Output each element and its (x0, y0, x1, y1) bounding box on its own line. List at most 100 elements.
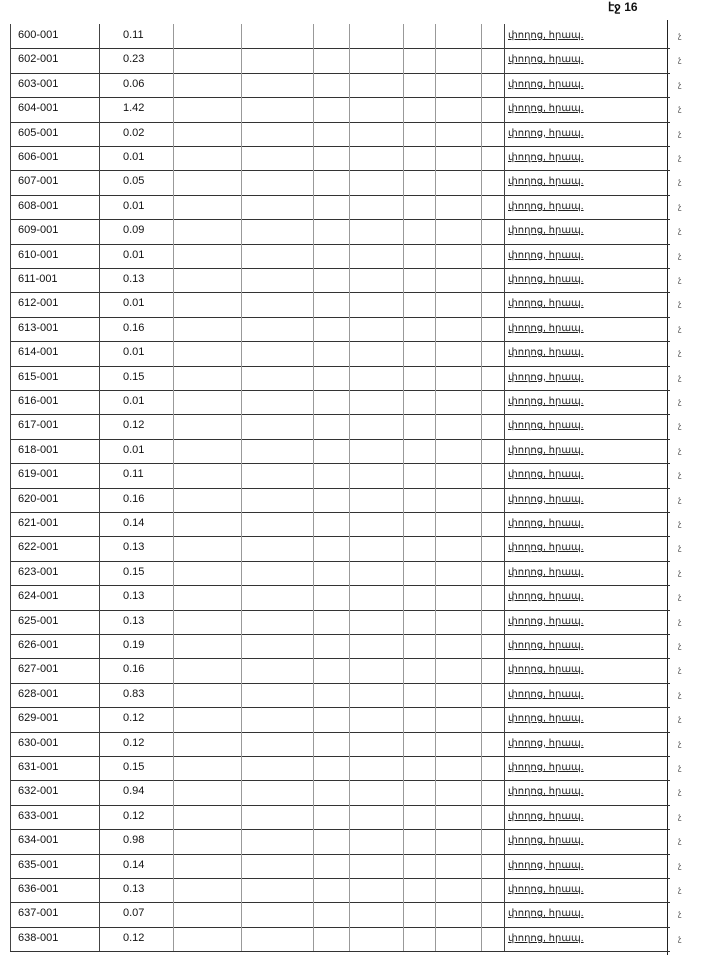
column-divider (435, 316, 436, 342)
column-divider (10, 292, 11, 317)
column-divider (349, 609, 350, 634)
cut-off-text: չ (678, 322, 682, 333)
column-divider (173, 219, 174, 244)
parcel-code: 611-001 (18, 273, 58, 285)
column-divider (504, 658, 505, 683)
column-divider (435, 463, 436, 488)
column-divider (99, 560, 100, 586)
area-value: 0.12 (123, 736, 145, 749)
land-type: փողոց, հրապ. (508, 371, 584, 383)
column-divider (99, 658, 100, 683)
column-divider (313, 219, 314, 244)
column-divider (349, 926, 350, 952)
table-row: 611-001 0.13 փողոց, հրապ. չ (10, 268, 682, 294)
column-divider (349, 121, 350, 146)
area-value: 0.02 (123, 126, 145, 139)
column-divider (481, 414, 482, 439)
column-divider (241, 878, 242, 903)
column-divider (10, 170, 11, 195)
area-value: 0.05 (123, 175, 145, 188)
column-divider (504, 438, 505, 464)
parcel-code: 615-001 (18, 370, 59, 383)
table-row: 636-001 0.13 փողոց, հրապ. չ (10, 878, 682, 904)
column-divider (481, 707, 482, 732)
column-divider (173, 24, 174, 49)
column-divider (403, 658, 404, 683)
column-divider (481, 585, 482, 610)
table-row: 620-001 0.16 փողոց, հրապ. չ (10, 487, 682, 513)
column-divider (99, 268, 100, 293)
column-divider (349, 536, 350, 561)
land-type: փողոց, հրապ. (508, 859, 584, 871)
table-row: 600-001 0.11 փողոց, հրապ. չ (10, 24, 682, 50)
land-type: փողոց, հրապ. (508, 688, 584, 700)
cut-off-text: չ (678, 103, 682, 114)
column-divider (481, 756, 482, 781)
parcel-code: 623-001 (18, 565, 59, 578)
parcel-code: 626-001 (18, 639, 59, 651)
column-divider (173, 316, 174, 342)
column-divider (504, 243, 505, 268)
column-divider (10, 609, 11, 634)
column-divider (173, 560, 174, 586)
column-divider (349, 48, 350, 73)
column-divider (349, 243, 350, 268)
column-divider (99, 536, 100, 561)
column-divider (173, 634, 174, 659)
column-divider (481, 634, 482, 659)
table-row: 622-001 0.13 փողոց, հրապ. չ (10, 536, 682, 562)
parcel-code: 635-001 (18, 858, 59, 871)
column-divider (99, 804, 100, 830)
area-value: 0.11 (123, 29, 144, 41)
column-divider (349, 292, 350, 317)
column-divider (313, 146, 314, 171)
area-value: 0.98 (123, 834, 145, 847)
column-divider (435, 438, 436, 464)
column-divider (313, 512, 314, 537)
column-divider (313, 121, 314, 146)
column-divider (504, 829, 505, 854)
table-row: 633-001 0.12 փողոց, հրապ. չ (10, 804, 682, 831)
column-divider (481, 609, 482, 634)
table-row: 619-001 0.11 փողոց, հրապ. չ (10, 463, 682, 489)
parcel-code: 621-001 (18, 517, 59, 529)
column-divider (99, 121, 100, 146)
column-divider (481, 829, 482, 854)
column-divider (349, 658, 350, 683)
column-divider (435, 48, 436, 73)
table-row: 623-001 0.15 փողոց, հրապ. չ (10, 560, 682, 587)
column-divider (435, 146, 436, 171)
column-divider (403, 560, 404, 586)
column-divider (504, 512, 505, 537)
column-divider (10, 756, 11, 781)
column-divider (241, 902, 242, 927)
column-divider (241, 707, 242, 732)
column-divider (313, 463, 314, 488)
parcel-code: 628-001 (18, 687, 59, 700)
table-row: 625-001 0.13 փողոց, հրապ. չ (10, 609, 682, 635)
column-divider (481, 902, 482, 927)
column-divider (481, 878, 482, 903)
parcel-code: 610-001 (18, 248, 59, 261)
table-row: 607-001 0.05 փողոց, հրապ. չ (10, 170, 682, 196)
column-divider (403, 170, 404, 195)
parcel-code: 607-001 (18, 175, 59, 188)
area-value: 0.01 (123, 199, 145, 212)
column-divider (504, 390, 505, 415)
column-divider (481, 536, 482, 561)
land-type: փողոց, հրապ. (508, 200, 584, 212)
column-divider (504, 146, 505, 171)
cut-off-text: չ (678, 640, 682, 650)
column-divider (241, 48, 242, 73)
column-divider (99, 219, 100, 244)
column-divider (504, 853, 505, 878)
table-row: 632-001 0.94 փողոց, հրապ. չ (10, 780, 682, 806)
column-divider (435, 829, 436, 854)
column-divider (435, 634, 436, 659)
column-divider (435, 536, 436, 561)
cut-off-text: չ (678, 347, 682, 358)
column-divider (99, 487, 100, 512)
column-divider (403, 24, 404, 49)
column-divider (313, 243, 314, 268)
area-value: 0.12 (123, 712, 145, 725)
